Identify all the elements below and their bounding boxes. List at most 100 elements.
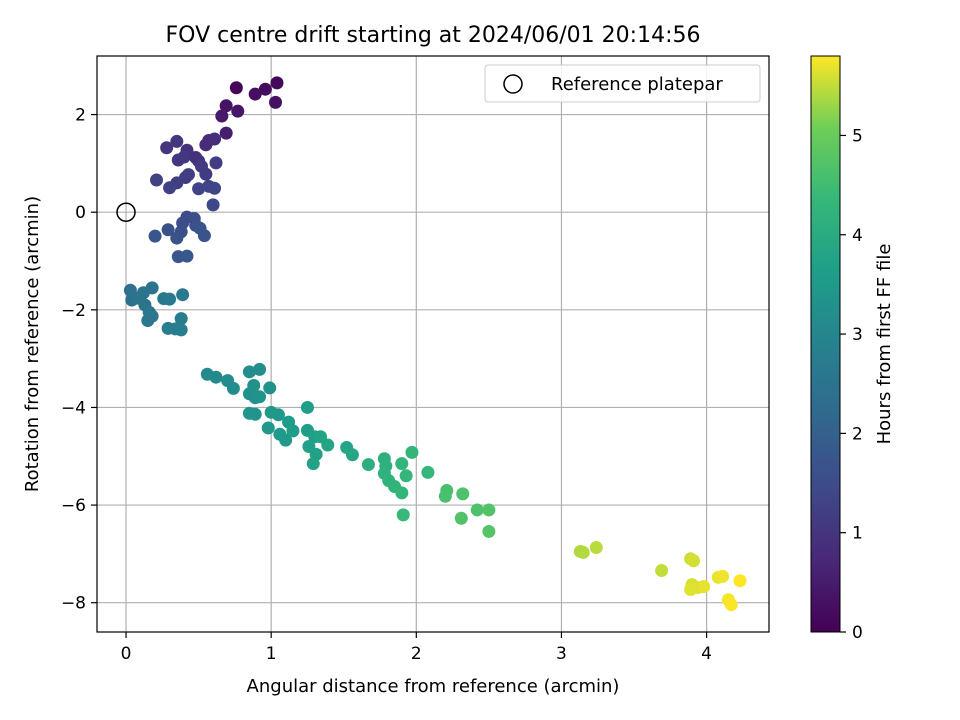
data-point [141,314,155,328]
data-point [206,198,220,212]
data-point [161,223,175,237]
data-point [421,465,435,479]
data-point [482,503,496,517]
data-point [219,99,233,113]
colorbar-tick-label: 5 [852,126,863,146]
y-tick-label: −4 [61,398,86,418]
data-point [697,580,711,594]
data-point [208,181,222,195]
data-point [170,231,184,245]
data-point [253,390,267,404]
colorbar-tick-label: 2 [852,424,863,444]
colorbar-label: Hours from first FF file [874,244,895,445]
legend-label: Reference platepar [551,74,723,95]
data-point [470,503,484,517]
data-point [589,541,603,555]
data-point [438,489,452,503]
data-point [684,583,698,597]
colorbar-tick-label: 4 [852,226,863,246]
colorbar-tick-label: 3 [852,325,863,345]
data-point [405,445,419,459]
scatter-points [123,76,747,612]
data-point [279,433,293,447]
data-point [170,134,184,148]
data-point [269,95,283,109]
y-tick-label: −2 [61,301,86,321]
data-point [174,312,188,326]
data-point [716,569,730,583]
y-tick-label: −8 [61,594,86,614]
data-point [454,511,468,525]
data-point [687,554,701,568]
data-point [482,524,496,538]
colorbar-tick-label: 0 [852,623,863,643]
y-tick-label: 0 [75,203,86,223]
data-point [192,182,206,196]
colorbar-ticks: 0 1 2 3 4 5 [840,126,863,643]
data-point [396,508,410,522]
data-point [271,408,285,422]
data-point [306,457,320,471]
grid-lines [97,56,769,632]
data-point [724,598,738,612]
data-point [219,126,233,140]
x-axis-label: Angular distance from reference (arcmin) [247,676,620,697]
y-tick-label: −6 [61,496,86,516]
data-point [181,168,195,182]
chart-title: FOV centre drift starting at 2024/06/01 … [166,23,701,48]
data-point [215,109,229,123]
data-point [345,448,359,462]
data-point [199,167,213,181]
data-point [261,421,275,435]
data-point [209,156,223,170]
x-tick-label: 4 [701,644,712,664]
data-point [321,438,335,452]
data-point [148,229,162,243]
data-point [399,469,413,483]
data-point [163,181,177,195]
data-point [197,229,211,243]
data-point [286,424,300,438]
legend-box [484,64,761,103]
colorbar [810,55,841,633]
data-point [174,323,188,337]
data-point [395,457,409,471]
x-tick-label: 0 [121,644,132,664]
data-point [395,486,409,500]
data-point [248,87,262,101]
reference-marker [116,202,136,222]
data-point [231,104,245,118]
x-tick-label: 2 [411,644,422,664]
data-point [229,81,243,95]
data-point [263,381,277,395]
data-point [145,281,159,295]
data-point [177,150,191,164]
data-point [576,545,590,559]
data-point [163,292,177,306]
y-axis-ticks: 2 0 −2 −4 −6 −8 [61,106,97,614]
data-point [180,249,194,263]
plot-frame [96,55,770,633]
y-axis-label: Rotation from reference (arcmin) [22,196,43,492]
data-point [150,173,164,187]
data-point [270,76,284,90]
legend-marker-icon [503,74,523,94]
x-tick-label: 1 [266,644,277,664]
data-point [361,458,375,472]
colorbar-tick-label: 1 [852,524,863,544]
data-point [176,288,190,302]
x-tick-label: 3 [556,644,567,664]
legend: Reference platepar [484,64,761,103]
x-axis-ticks: 0 1 2 3 4 [121,632,712,664]
data-point [208,132,222,146]
data-point [160,141,174,155]
data-point [258,82,272,96]
y-tick-label: 2 [75,106,86,126]
data-point [655,563,669,577]
data-point [226,381,240,395]
data-point [456,487,470,501]
data-point [248,407,262,421]
data-point [253,362,267,376]
data-point [242,365,256,379]
